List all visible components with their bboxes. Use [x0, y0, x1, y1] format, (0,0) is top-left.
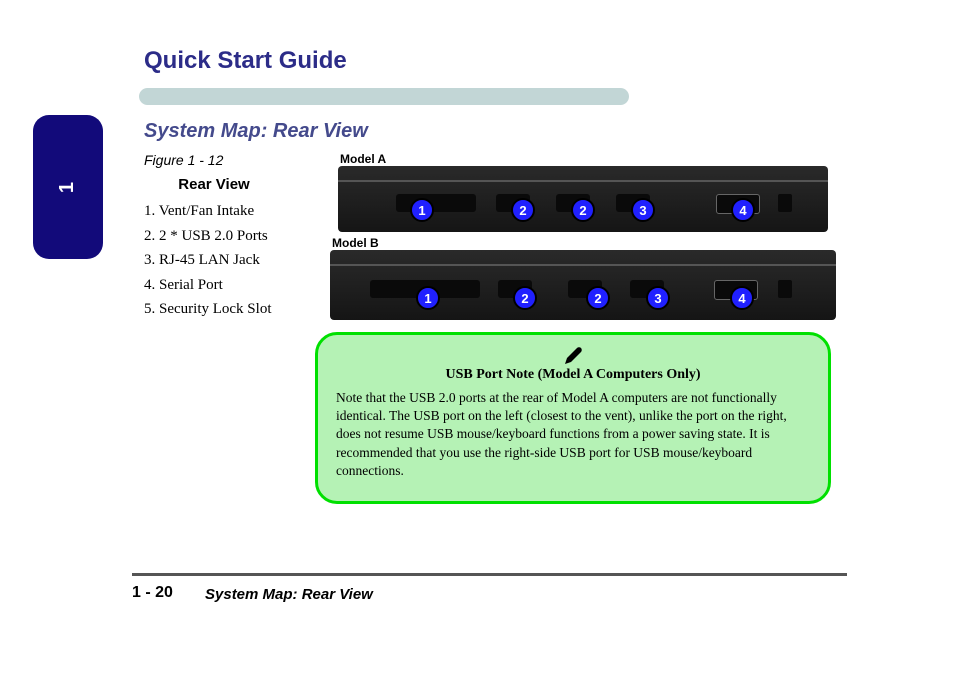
callout-item: 4. Serial Port: [144, 274, 272, 297]
chapter-label: Quick Start Guide: [144, 47, 347, 75]
chapter-heading-bar: [139, 88, 629, 105]
page-number: 1 - 20: [132, 584, 173, 602]
side-tab-number: 1: [57, 181, 80, 192]
footer-rule: [132, 573, 847, 576]
figure-label: Figure 1 - 12: [144, 152, 223, 168]
callout-item: 3. RJ-45 LAN Jack: [144, 249, 272, 272]
model-b-label: Model B: [332, 236, 379, 250]
callout-marker: 3: [631, 198, 655, 222]
callout-marker: 4: [731, 198, 755, 222]
callout-marker: 1: [410, 198, 434, 222]
note-box: USB Port Note (Model A Computers Only) N…: [315, 332, 831, 504]
callout-list: 1. Vent/Fan Intake2. 2 * USB 2.0 Ports3.…: [144, 200, 272, 323]
footer-title: System Map: Rear View: [205, 586, 373, 603]
callout-item: 2. 2 * USB 2.0 Ports: [144, 225, 272, 248]
section-title: System Map: Rear View: [144, 120, 368, 143]
callout-marker: 2: [511, 198, 535, 222]
model-a-label: Model A: [340, 152, 386, 166]
callout-marker: 3: [646, 286, 670, 310]
callout-marker: 1: [416, 286, 440, 310]
figure-title: Rear View: [144, 176, 284, 193]
note-body: Note that the USB 2.0 ports at the rear …: [336, 389, 810, 480]
side-tab: 1: [33, 115, 103, 259]
note-icon: [562, 345, 584, 367]
callout-marker: 2: [571, 198, 595, 222]
callout-marker: 4: [730, 286, 754, 310]
callout-item: 5. Security Lock Slot: [144, 298, 272, 321]
callout-marker: 2: [513, 286, 537, 310]
note-heading: USB Port Note (Model A Computers Only): [336, 367, 810, 383]
laptop-rear-model-b: [330, 250, 836, 320]
callout-item: 1. Vent/Fan Intake: [144, 200, 272, 223]
callout-marker: 2: [586, 286, 610, 310]
